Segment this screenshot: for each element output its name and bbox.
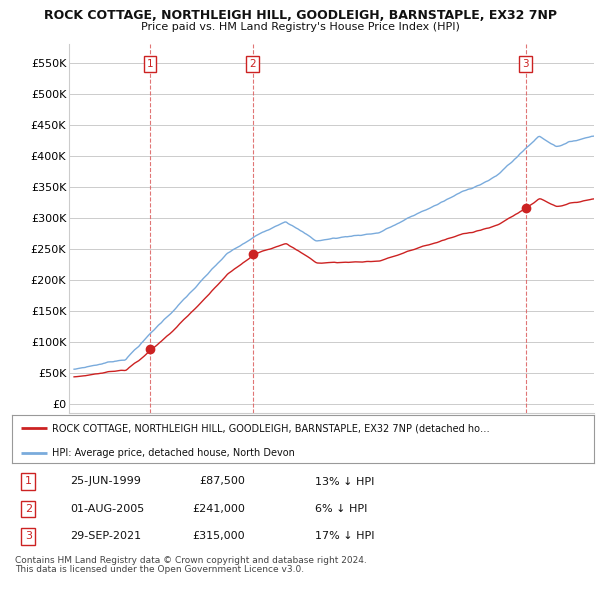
Text: 3: 3 — [523, 59, 529, 69]
Text: 2: 2 — [25, 504, 32, 514]
Text: 17% ↓ HPI: 17% ↓ HPI — [314, 531, 374, 541]
Text: 13% ↓ HPI: 13% ↓ HPI — [314, 477, 374, 487]
Text: Price paid vs. HM Land Registry's House Price Index (HPI): Price paid vs. HM Land Registry's House … — [140, 22, 460, 32]
Text: £87,500: £87,500 — [199, 477, 245, 487]
Text: This data is licensed under the Open Government Licence v3.0.: This data is licensed under the Open Gov… — [15, 565, 304, 574]
Text: 3: 3 — [25, 531, 32, 541]
Text: £241,000: £241,000 — [192, 504, 245, 514]
Text: 01-AUG-2005: 01-AUG-2005 — [70, 504, 145, 514]
Text: 25-JUN-1999: 25-JUN-1999 — [70, 477, 141, 487]
Text: 1: 1 — [147, 59, 154, 69]
Text: HPI: Average price, detached house, North Devon: HPI: Average price, detached house, Nort… — [52, 447, 295, 457]
Text: 6% ↓ HPI: 6% ↓ HPI — [314, 504, 367, 514]
Text: 2: 2 — [250, 59, 256, 69]
Text: £315,000: £315,000 — [192, 531, 245, 541]
Text: ROCK COTTAGE, NORTHLEIGH HILL, GOODLEIGH, BARNSTAPLE, EX32 7NP: ROCK COTTAGE, NORTHLEIGH HILL, GOODLEIGH… — [44, 9, 557, 22]
Text: ROCK COTTAGE, NORTHLEIGH HILL, GOODLEIGH, BARNSTAPLE, EX32 7NP (detached ho…: ROCK COTTAGE, NORTHLEIGH HILL, GOODLEIGH… — [52, 423, 490, 433]
Text: Contains HM Land Registry data © Crown copyright and database right 2024.: Contains HM Land Registry data © Crown c… — [15, 556, 367, 565]
Text: 29-SEP-2021: 29-SEP-2021 — [70, 531, 142, 541]
Text: 1: 1 — [25, 477, 32, 487]
